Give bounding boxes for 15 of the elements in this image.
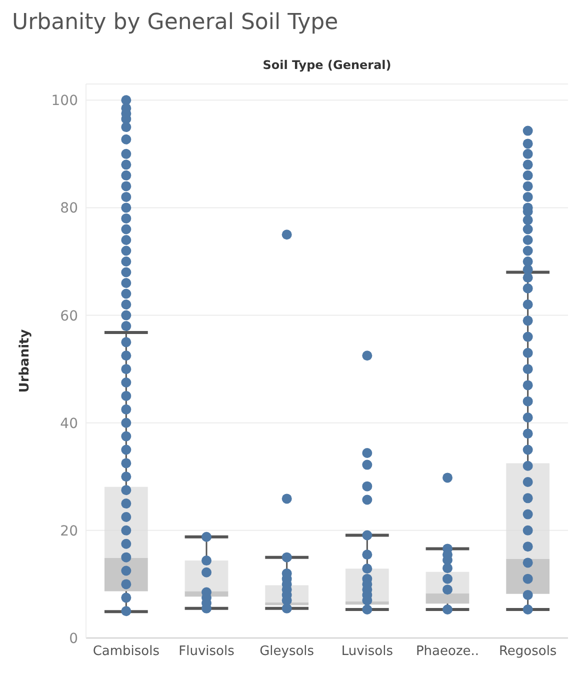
y-tick-label: 80 xyxy=(60,200,78,217)
x-tick-label: Fluvisols xyxy=(178,644,235,660)
x-tick-label: Gleysols xyxy=(260,644,314,660)
x-tick-label: Phaeoze.. xyxy=(416,644,480,660)
x-axis-title: Soil Type (General) xyxy=(262,58,392,74)
y-tick-label: 100 xyxy=(51,93,78,110)
y-tick-label: 0 xyxy=(69,630,78,647)
chart-title: Urbanity by General Soil Type xyxy=(11,9,340,37)
x-tick-label: Cambisols xyxy=(92,644,160,660)
y-tick-label: 60 xyxy=(60,308,78,324)
y-tick-label: 40 xyxy=(60,416,78,432)
y-tick-label: 20 xyxy=(60,523,78,540)
x-tick-label: Luvisols xyxy=(341,644,394,660)
y-axis-title: Urbanity xyxy=(18,328,33,393)
x-tick-label: Regosols xyxy=(498,644,557,660)
